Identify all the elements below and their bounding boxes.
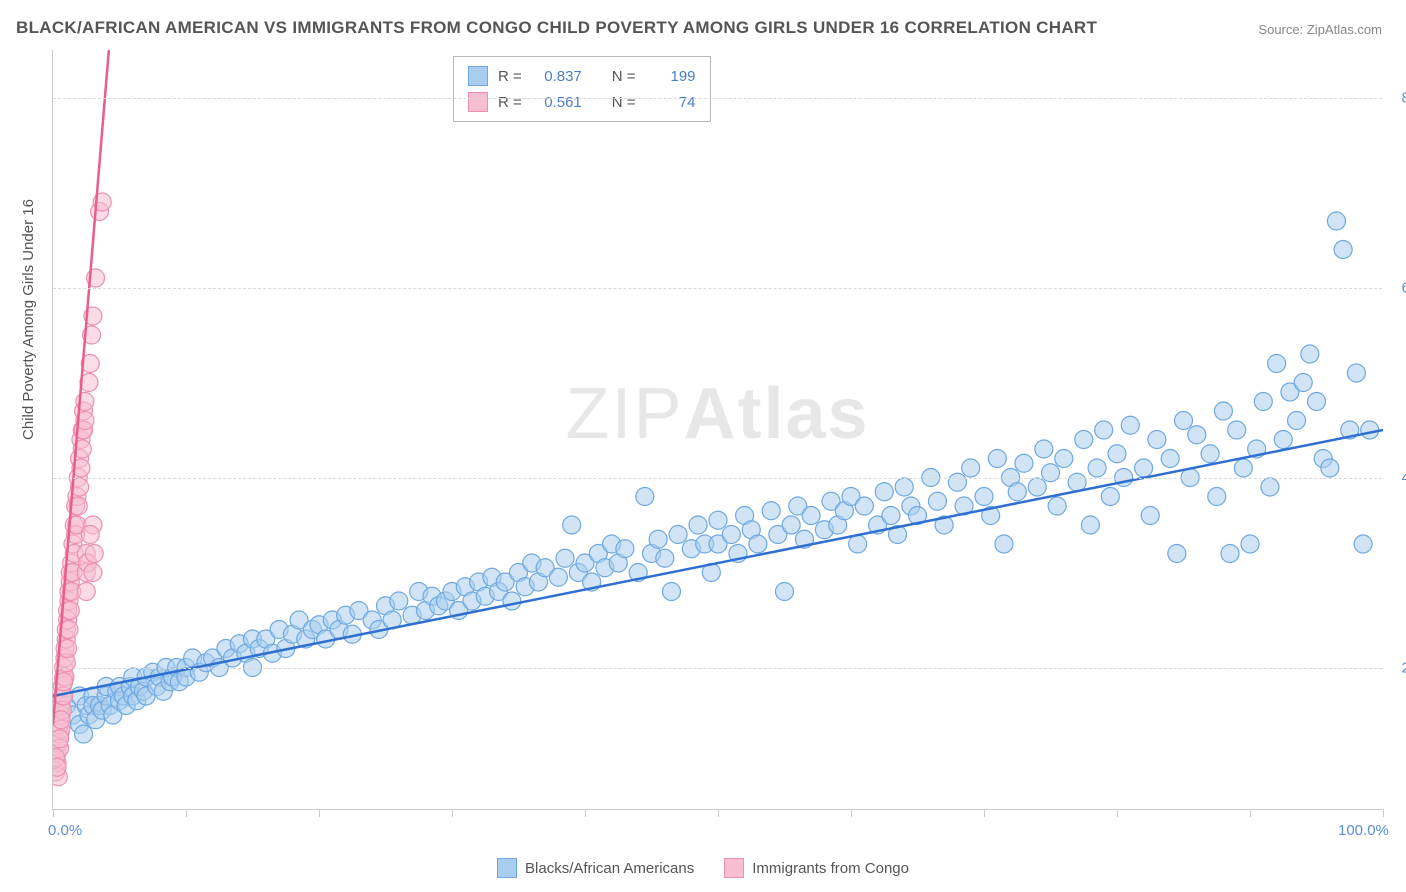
xtick: [984, 809, 985, 817]
xtick: [1250, 809, 1251, 817]
swatch-pink-icon: [468, 92, 488, 112]
r-label-2: R =: [498, 94, 522, 111]
n-label-2: N =: [612, 94, 636, 111]
xtick: [851, 809, 852, 817]
bottom-legend: Blacks/African Americans Immigrants from…: [0, 858, 1406, 878]
xtick: [186, 809, 187, 817]
chart-title: BLACK/AFRICAN AMERICAN VS IMMIGRANTS FRO…: [16, 18, 1097, 38]
plot-area: ZIPAtlas R = 0.837 N = 199 R = 0.561 N =…: [52, 50, 1382, 810]
gridline: [53, 288, 1382, 289]
r-value-pink: 0.561: [532, 94, 582, 111]
y-axis-label: Child Poverty Among Girls Under 16: [20, 199, 37, 440]
xtick-label: 0.0%: [48, 822, 82, 839]
legend-item-blue: Blacks/African Americans: [497, 858, 694, 878]
source-value: ZipAtlas.com: [1307, 22, 1382, 37]
legend-label-pink: Immigrants from Congo: [752, 860, 909, 877]
source-attribution: Source: ZipAtlas.com: [1258, 22, 1382, 37]
xtick: [1383, 809, 1384, 817]
xtick: [1117, 809, 1118, 817]
swatch-blue-icon: [468, 66, 488, 86]
gridline: [53, 98, 1382, 99]
xtick: [452, 809, 453, 817]
ytick-label: 40.0%: [1401, 469, 1406, 486]
n-label: N =: [612, 68, 636, 85]
ytick-label: 20.0%: [1401, 659, 1406, 676]
n-value-blue: 199: [646, 68, 696, 85]
swatch-pink-icon-2: [724, 858, 744, 878]
legend-item-pink: Immigrants from Congo: [724, 858, 909, 878]
xtick: [53, 809, 54, 817]
xtick-label: 100.0%: [1338, 822, 1389, 839]
n-value-pink: 74: [646, 94, 696, 111]
xtick: [319, 809, 320, 817]
gridline: [53, 668, 1382, 669]
gridline: [53, 478, 1382, 479]
ytick-label: 60.0%: [1401, 279, 1406, 296]
xtick: [718, 809, 719, 817]
r-label: R =: [498, 68, 522, 85]
xtick: [585, 809, 586, 817]
legend-label-blue: Blacks/African Americans: [525, 860, 694, 877]
plot-svg: [53, 50, 1383, 810]
stats-row-pink: R = 0.561 N = 74: [468, 89, 696, 115]
stats-row-blue: R = 0.837 N = 199: [468, 63, 696, 89]
ytick-label: 80.0%: [1401, 89, 1406, 106]
swatch-blue-icon-2: [497, 858, 517, 878]
chart-container: BLACK/AFRICAN AMERICAN VS IMMIGRANTS FRO…: [0, 0, 1406, 892]
r-value-blue: 0.837: [532, 68, 582, 85]
source-label: Source:: [1258, 22, 1303, 37]
stats-legend-box: R = 0.837 N = 199 R = 0.561 N = 74: [453, 56, 711, 122]
